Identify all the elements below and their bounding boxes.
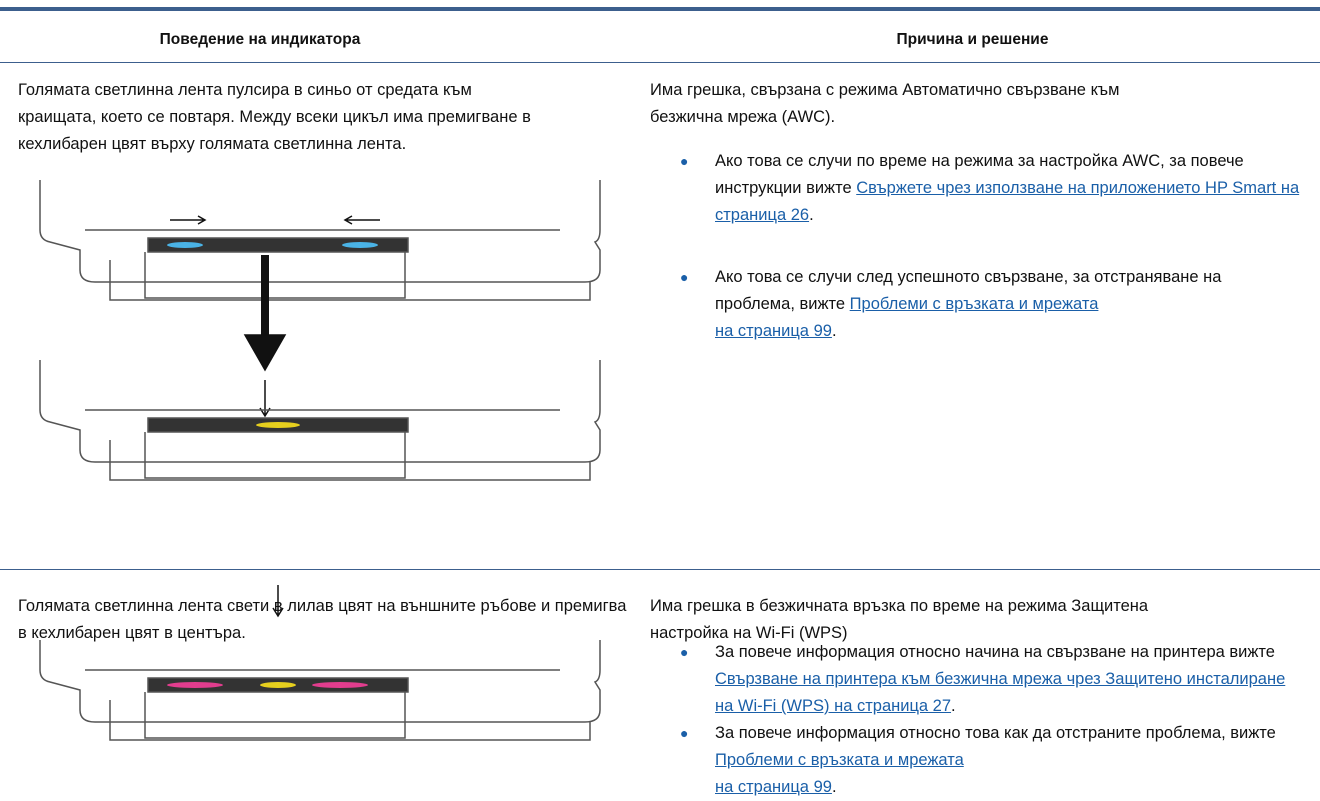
illustration — [39, 180, 601, 481]
cause-text: Има грешка в безжичната връзка по време … — [650, 597, 1149, 642]
link[interactable]: Проблеми с връзката и мрежата — [849, 295, 1099, 313]
page: Поведение на индикатора Причина и решени… — [0, 7, 1320, 796]
bullet-text: За повече информация относно това как да… — [715, 724, 1276, 742]
bullet-item: ● За повече информация относно това как д… — [680, 720, 1305, 801]
link[interactable]: на страница 99 — [715, 322, 832, 340]
bullet-end: . — [951, 697, 956, 715]
bullet-end: . — [831, 778, 837, 796]
bullet-text: Ако това се случи след успешното свързва… — [715, 268, 1222, 313]
printer-2 — [39, 360, 601, 481]
bullet-dot: ● — [680, 725, 689, 741]
bullet-item: ● Ако това се случи след успешното свързв… — [680, 264, 1305, 345]
header: Поведение на индикатора — [159, 31, 361, 48]
row-rule — [0, 569, 1320, 570]
bullet-dot: ● — [680, 269, 689, 285]
bullet-end: . — [831, 322, 837, 340]
link[interactable]: Свързване на принтера към безжична мрежа… — [715, 670, 1286, 715]
link[interactable]: на страница 99 — [715, 778, 832, 796]
bullet-dot: ● — [680, 644, 689, 660]
header-rule — [0, 62, 1320, 63]
behavior-text: Голямата светлинна лента свети в лилав ц… — [18, 597, 627, 642]
header: Причина и решение — [896, 31, 1049, 48]
bullet-dot: ● — [680, 153, 689, 169]
bullet-item: ● Ако това се случи по време на режима за… — [680, 148, 1305, 229]
link[interactable]: Свържете чрез използване на приложението… — [715, 179, 1300, 224]
cause-text: Има грешка, свързана с режима Автоматичн… — [650, 81, 1120, 126]
bullet-end: . — [809, 206, 814, 224]
bullet-item: ● За повече информация относно начина на … — [680, 639, 1305, 720]
top-rule — [0, 7, 1320, 11]
bullet-text: За повече информация относно начина на с… — [715, 643, 1275, 661]
printer-1 — [39, 180, 601, 301]
illustration — [39, 585, 601, 741]
link[interactable]: Проблеми с връзката и мрежата — [715, 751, 964, 769]
bullet-text: Ако това се случи по време на режима за … — [715, 152, 1244, 197]
behavior-text: Голямата светлинна лента пулсира в синьо… — [18, 81, 531, 153]
